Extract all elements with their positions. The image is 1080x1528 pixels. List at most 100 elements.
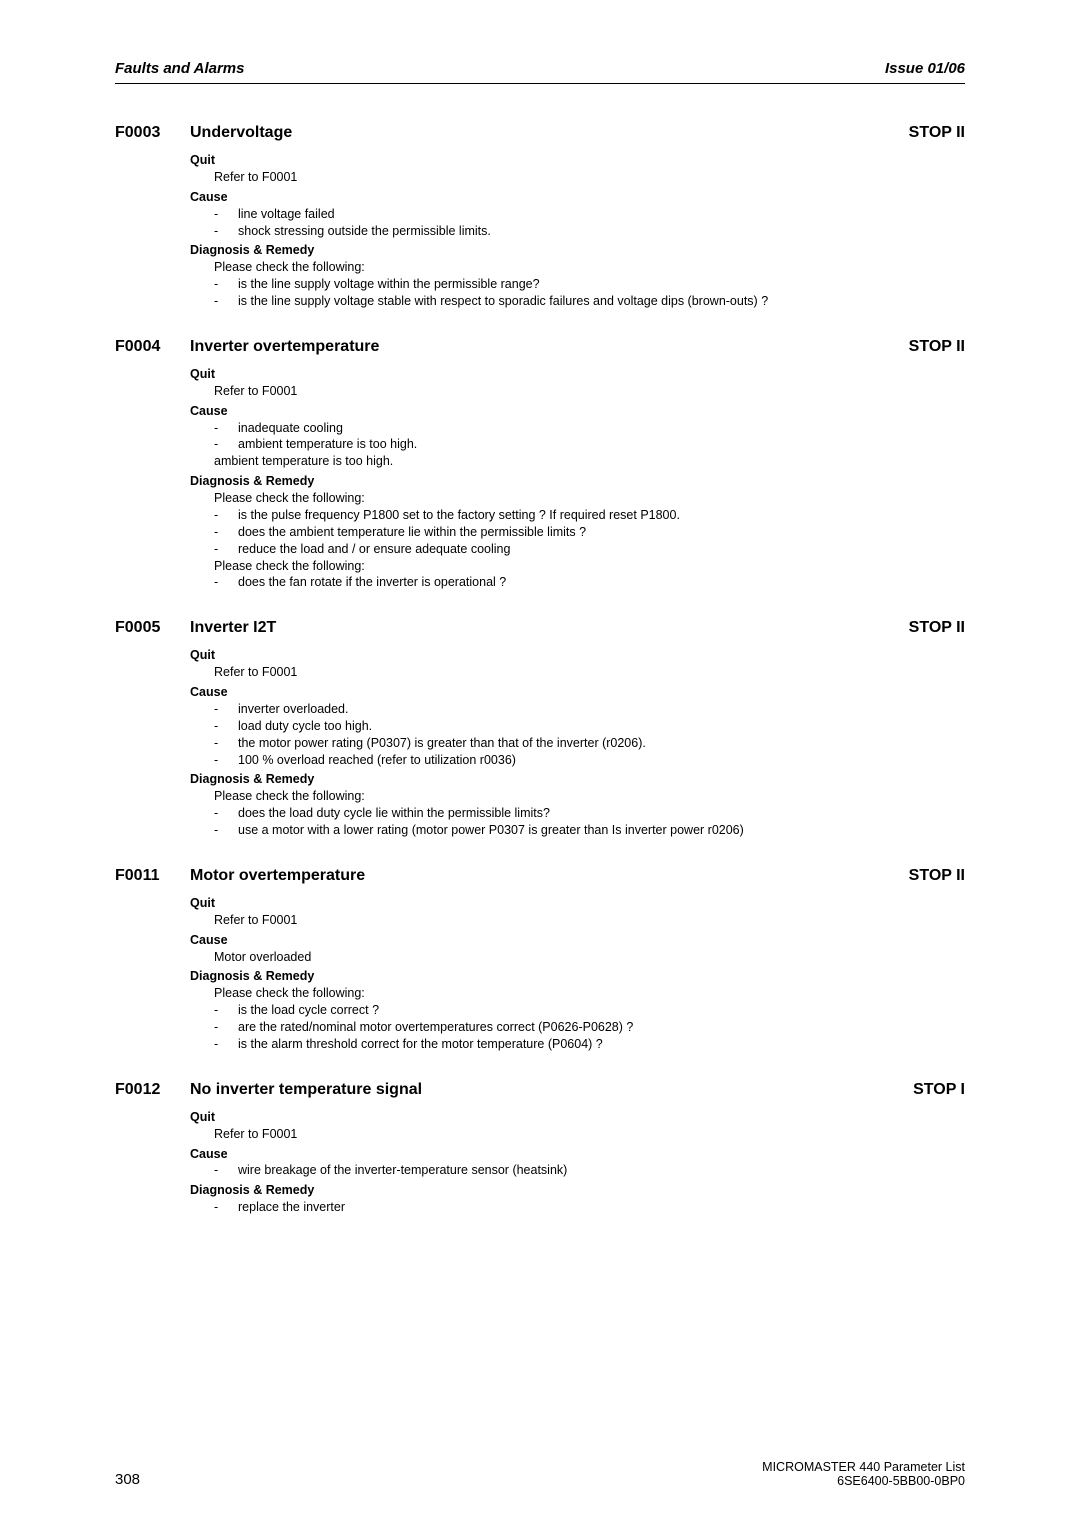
bullet-dash-icon: - xyxy=(214,524,238,541)
bullet-line: -shock stressing outside the permissible… xyxy=(214,223,965,240)
section-label: Cause xyxy=(190,1146,965,1163)
fault-header: F0003UndervoltageSTOP II xyxy=(115,124,965,142)
bullet-text: is the alarm threshold correct for the m… xyxy=(238,1036,965,1053)
fault-block: F0011Motor overtemperatureSTOP II QuitRef… xyxy=(115,867,965,1053)
plain-line: Please check the following: xyxy=(214,985,965,1002)
bullet-dash-icon: - xyxy=(214,805,238,822)
bullet-dash-icon: - xyxy=(214,822,238,839)
bullet-line: -does the load duty cycle lie within the… xyxy=(214,805,965,822)
plain-line: Please check the following: xyxy=(214,788,965,805)
bullet-line: -does the fan rotate if the inverter is … xyxy=(214,574,965,591)
fault-body: QuitRefer to F0001Cause-inverter overloa… xyxy=(190,647,965,839)
bullet-dash-icon: - xyxy=(214,541,238,558)
plain-line: ambient temperature is too high. xyxy=(214,453,965,470)
fault-title: Undervoltage xyxy=(190,124,909,142)
fault-block: F0012No inverter temperature signalSTOP … xyxy=(115,1081,965,1216)
bullet-text: does the ambient temperature lie within … xyxy=(238,524,965,541)
plain-line: Refer to F0001 xyxy=(214,169,965,186)
bullet-text: inverter overloaded. xyxy=(238,701,965,718)
fault-block: F0003UndervoltageSTOP II QuitRefer to F00… xyxy=(115,124,965,310)
section-label: Cause xyxy=(190,684,965,701)
bullet-line: -load duty cycle too high. xyxy=(214,718,965,735)
bullet-line: -the motor power rating (P0307) is great… xyxy=(214,735,965,752)
fault-stop: STOP II xyxy=(909,338,965,356)
bullet-dash-icon: - xyxy=(214,293,238,310)
fault-header: F0011Motor overtemperatureSTOP II xyxy=(115,867,965,885)
footer-product: MICROMASTER 440 Parameter List xyxy=(762,1460,965,1474)
plain-line: Please check the following: xyxy=(214,558,965,575)
section-label: Diagnosis & Remedy xyxy=(190,473,965,490)
fault-stop: STOP I xyxy=(913,1081,965,1099)
header-right: Issue 01/06 xyxy=(885,60,965,77)
bullet-dash-icon: - xyxy=(214,276,238,293)
bullet-dash-icon: - xyxy=(214,1019,238,1036)
plain-line: Please check the following: xyxy=(214,259,965,276)
fault-title: No inverter temperature signal xyxy=(190,1081,913,1099)
bullet-line: -is the line supply voltage within the p… xyxy=(214,276,965,293)
section-label: Quit xyxy=(190,895,965,912)
header-left: Faults and Alarms xyxy=(115,60,244,77)
bullet-text: wire breakage of the inverter-temperatur… xyxy=(238,1162,965,1179)
bullet-dash-icon: - xyxy=(214,436,238,453)
bullet-text: ambient temperature is too high. xyxy=(238,436,965,453)
bullet-dash-icon: - xyxy=(214,735,238,752)
fault-code: F0004 xyxy=(115,338,190,356)
bullet-dash-icon: - xyxy=(214,701,238,718)
bullet-line: -ambient temperature is too high. xyxy=(214,436,965,453)
fault-code: F0011 xyxy=(115,867,190,885)
bullet-line: -line voltage failed xyxy=(214,206,965,223)
bullet-text: line voltage failed xyxy=(238,206,965,223)
page-footer: 308 MICROMASTER 440 Parameter List 6SE64… xyxy=(115,1460,965,1488)
bullet-line: -is the line supply voltage stable with … xyxy=(214,293,965,310)
bullet-line: -is the alarm threshold correct for the … xyxy=(214,1036,965,1053)
bullet-line: -use a motor with a lower rating (motor … xyxy=(214,822,965,839)
bullet-dash-icon: - xyxy=(214,752,238,769)
faults-container: F0003UndervoltageSTOP IIQuitRefer to F00… xyxy=(115,124,965,1216)
bullet-dash-icon: - xyxy=(214,206,238,223)
page-number: 308 xyxy=(115,1471,140,1488)
bullet-line: -inverter overloaded. xyxy=(214,701,965,718)
footer-right: MICROMASTER 440 Parameter List 6SE6400-5… xyxy=(762,1460,965,1488)
fault-block: F0004Inverter overtemperatureSTOP II Quit… xyxy=(115,338,965,591)
fault-body: QuitRefer to F0001CauseMotor overloadedD… xyxy=(190,895,965,1053)
bullet-text: are the rated/nominal motor overtemperat… xyxy=(238,1019,965,1036)
bullet-dash-icon: - xyxy=(214,574,238,591)
plain-line: Motor overloaded xyxy=(214,949,965,966)
bullet-line: -is the pulse frequency P1800 set to the… xyxy=(214,507,965,524)
fault-code: F0012 xyxy=(115,1081,190,1099)
bullet-line: -inadequate cooling xyxy=(214,420,965,437)
fault-header: F0005Inverter I2TSTOP II xyxy=(115,619,965,637)
bullet-text: 100 % overload reached (refer to utiliza… xyxy=(238,752,965,769)
bullet-dash-icon: - xyxy=(214,1162,238,1179)
fault-title: Motor overtemperature xyxy=(190,867,909,885)
bullet-dash-icon: - xyxy=(214,718,238,735)
section-label: Diagnosis & Remedy xyxy=(190,1182,965,1199)
bullet-text: use a motor with a lower rating (motor p… xyxy=(238,822,965,839)
bullet-dash-icon: - xyxy=(214,1036,238,1053)
fault-body: QuitRefer to F0001Cause-line voltage fai… xyxy=(190,152,965,310)
plain-line: Refer to F0001 xyxy=(214,664,965,681)
fault-body: QuitRefer to F0001Cause-wire breakage of… xyxy=(190,1109,965,1216)
fault-body: QuitRefer to F0001Cause-inadequate cooli… xyxy=(190,366,965,591)
fault-title: Inverter overtemperature xyxy=(190,338,909,356)
bullet-text: does the fan rotate if the inverter is o… xyxy=(238,574,965,591)
bullet-text: is the line supply voltage stable with r… xyxy=(238,293,965,310)
bullet-text: the motor power rating (P0307) is greate… xyxy=(238,735,965,752)
bullet-line: -replace the inverter xyxy=(214,1199,965,1216)
section-label: Quit xyxy=(190,366,965,383)
fault-stop: STOP II xyxy=(909,124,965,142)
bullet-text: reduce the load and / or ensure adequate… xyxy=(238,541,965,558)
section-label: Quit xyxy=(190,647,965,664)
bullet-line: -100 % overload reached (refer to utiliz… xyxy=(214,752,965,769)
bullet-text: is the line supply voltage within the pe… xyxy=(238,276,965,293)
fault-stop: STOP II xyxy=(909,867,965,885)
plain-line: Please check the following: xyxy=(214,490,965,507)
bullet-line: -does the ambient temperature lie within… xyxy=(214,524,965,541)
plain-line: Refer to F0001 xyxy=(214,1126,965,1143)
bullet-line: -are the rated/nominal motor overtempera… xyxy=(214,1019,965,1036)
section-label: Cause xyxy=(190,403,965,420)
bullet-dash-icon: - xyxy=(214,1002,238,1019)
section-label: Cause xyxy=(190,932,965,949)
section-label: Diagnosis & Remedy xyxy=(190,968,965,985)
bullet-dash-icon: - xyxy=(214,420,238,437)
